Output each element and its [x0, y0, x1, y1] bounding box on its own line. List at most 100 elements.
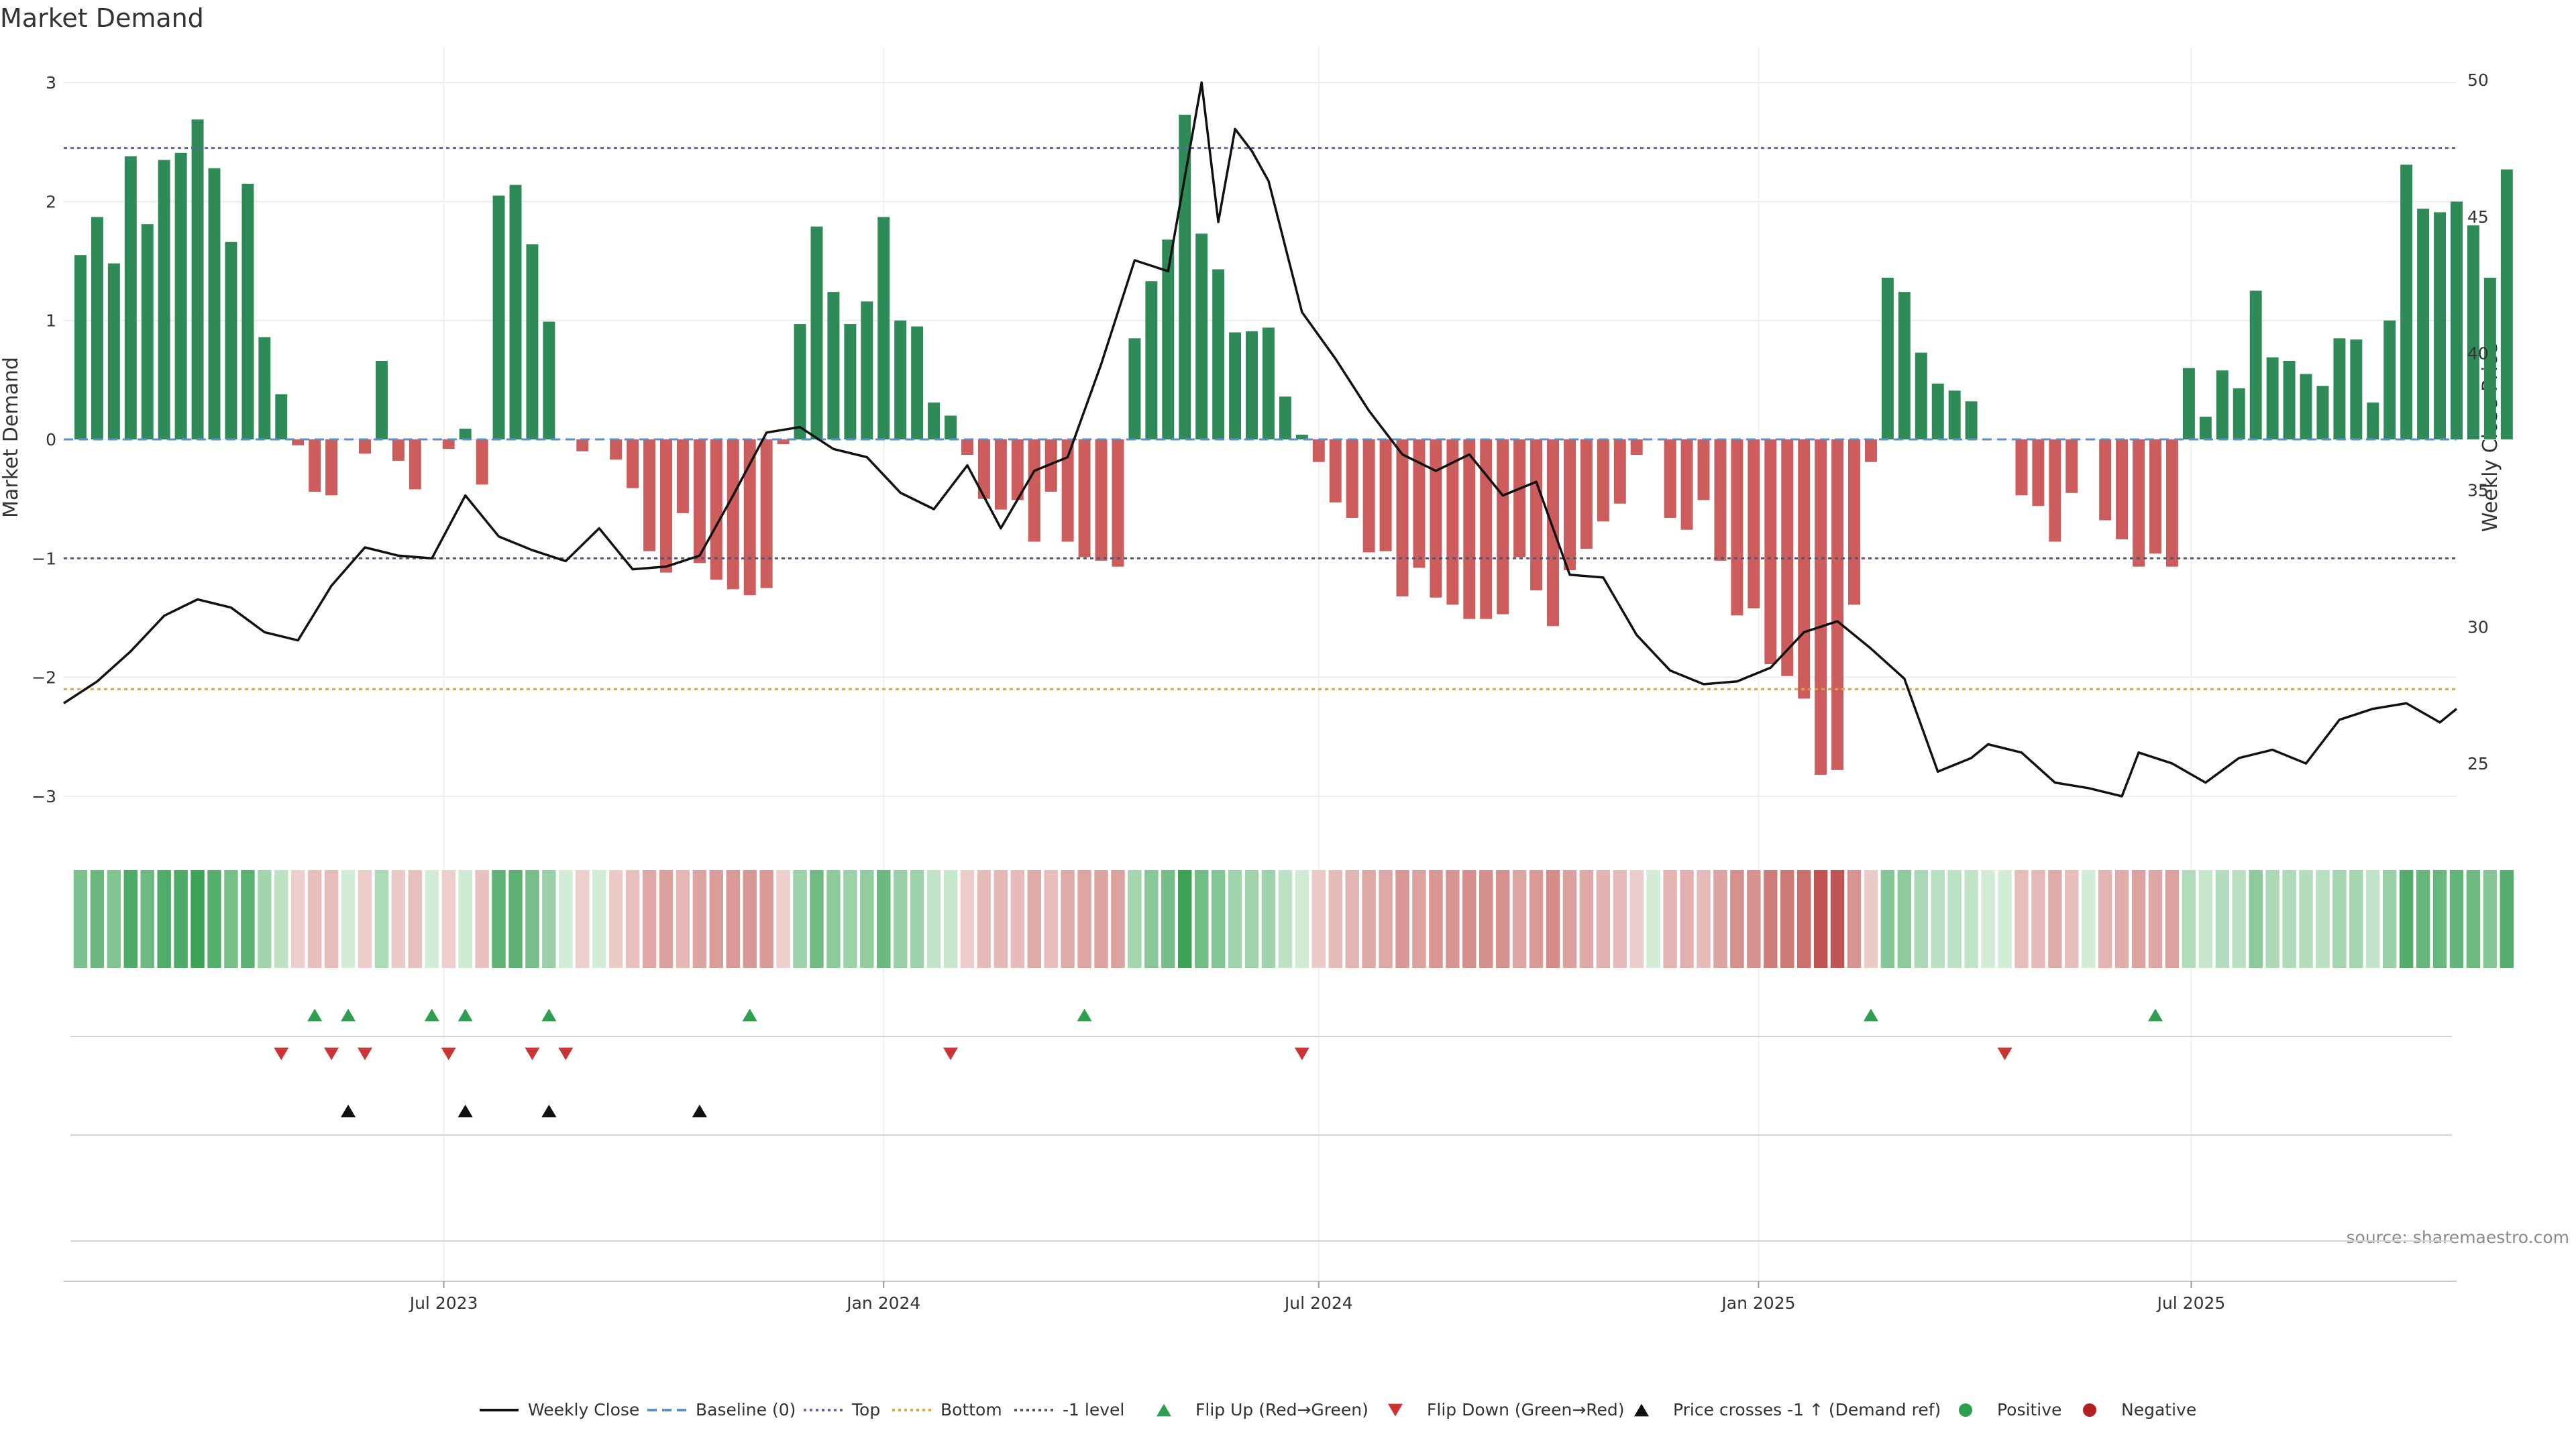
heat-cell — [1512, 870, 1527, 968]
legend-item: -1 level — [1014, 1400, 1124, 1419]
heat-cell — [877, 870, 891, 968]
demand-bar — [1128, 338, 1141, 439]
event-marker — [1294, 1047, 1309, 1061]
demand-bar — [2400, 164, 2413, 439]
legend-label: Negative — [2121, 1400, 2196, 1419]
heat-cell — [1328, 870, 1342, 968]
right-tick-label: 25 — [2467, 754, 2489, 773]
heat-cell — [2265, 870, 2279, 968]
demand-bar — [861, 301, 873, 439]
demand-bar — [174, 152, 187, 440]
heat-cell — [2282, 870, 2296, 968]
demand-bar — [1195, 233, 1208, 439]
heat-cell — [207, 870, 221, 968]
left-tick-label: −1 — [32, 549, 56, 568]
demand-bar — [2149, 439, 2161, 554]
legend-label: Bottom — [941, 1400, 1002, 1419]
heat-cell — [1529, 870, 1544, 968]
heat-cell — [1796, 870, 1811, 968]
x-tick-label: Jan 2024 — [845, 1293, 920, 1313]
demand-bar — [2283, 361, 2296, 439]
left-tick-label: −2 — [32, 668, 56, 688]
demand-bar — [1680, 439, 1693, 530]
demand-bar — [158, 160, 170, 439]
heat-cell — [592, 870, 606, 968]
heat-cell — [374, 870, 389, 968]
heat-cell — [1596, 870, 1611, 968]
demand-bar — [1580, 439, 1593, 549]
demand-bar — [1764, 439, 1777, 665]
heat-cell — [1864, 870, 1878, 968]
left-tick-label: −3 — [32, 787, 56, 806]
event-marker — [357, 1047, 372, 1061]
demand-bar — [1229, 332, 1242, 439]
demand-bar — [543, 321, 555, 439]
heat-cell — [425, 870, 439, 968]
demand-bar — [1630, 439, 1643, 455]
demand-bar — [1279, 396, 1291, 439]
demand-bar — [810, 226, 823, 439]
demand-bar — [1714, 439, 1727, 561]
demand-bar — [1480, 439, 1493, 619]
demand-bar — [2451, 201, 2463, 439]
demand-bar — [2383, 320, 2396, 439]
demand-bar — [945, 415, 957, 439]
demand-bar — [2467, 225, 2479, 439]
demand-bars — [74, 115, 2513, 775]
heat-cell — [810, 870, 824, 968]
heat-cell — [1462, 870, 1477, 968]
heat-cell — [1964, 870, 1978, 968]
demand-bar — [191, 119, 204, 440]
heat-cell — [994, 870, 1008, 968]
demand-bar — [710, 439, 722, 580]
heat-cell — [910, 870, 924, 968]
demand-bar — [1898, 292, 1911, 439]
weekly-close-series-line — [63, 81, 2458, 798]
heat-cell — [358, 870, 372, 968]
heat-cell — [2165, 870, 2180, 968]
right-tick-label: 40 — [2467, 344, 2489, 364]
right-tick-label: 50 — [2467, 70, 2489, 90]
heat-cell — [1027, 870, 1041, 968]
legend-item: Top — [804, 1400, 880, 1419]
heat-cell — [692, 870, 707, 968]
heat-cell — [1412, 870, 1426, 968]
heat-cell — [1830, 870, 1845, 968]
x-tick-label: Jul 2024 — [1283, 1293, 1353, 1313]
heat-cell — [1446, 870, 1460, 968]
heat-cell — [1780, 870, 1794, 968]
demand-bar — [1312, 439, 1325, 462]
demand-bar — [1864, 439, 1877, 462]
heat-cell — [1362, 870, 1376, 968]
event-marker — [424, 1008, 439, 1022]
demand-bar — [2133, 439, 2145, 567]
heat-cell — [1495, 870, 1510, 968]
demand-bar — [359, 439, 371, 454]
legend: Weekly Close Baseline (0) Top Bottom -1 leve… — [480, 1400, 2196, 1419]
demand-bar — [1078, 439, 1091, 557]
legend-label: Price crosses -1 ↑ (Demand ref) — [1673, 1400, 1941, 1419]
event-marker — [742, 1008, 757, 1022]
heat-cell — [2466, 870, 2481, 968]
heat-cell — [90, 870, 105, 968]
heat-cell — [676, 870, 690, 968]
heat-cell — [1077, 870, 1091, 968]
heat-cell — [726, 870, 740, 968]
heat-cell — [324, 870, 339, 968]
heat-cell — [290, 870, 305, 968]
demand-bar — [2333, 338, 2346, 439]
event-marker — [341, 1008, 356, 1022]
heat-cell — [2366, 870, 2380, 968]
event-marker — [692, 1104, 707, 1118]
event-marker — [1863, 1008, 1878, 1022]
demand-bar — [107, 263, 120, 439]
weekly-close-line — [63, 81, 2458, 798]
demand-bar — [743, 439, 756, 596]
demand-heat-strip — [73, 870, 2514, 968]
demand-bar — [1396, 439, 1409, 596]
heat-cell — [977, 870, 991, 968]
demand-bar — [1948, 390, 1961, 439]
heat-cell — [2432, 870, 2447, 968]
heat-cell — [659, 870, 674, 968]
demand-bar — [91, 217, 103, 439]
